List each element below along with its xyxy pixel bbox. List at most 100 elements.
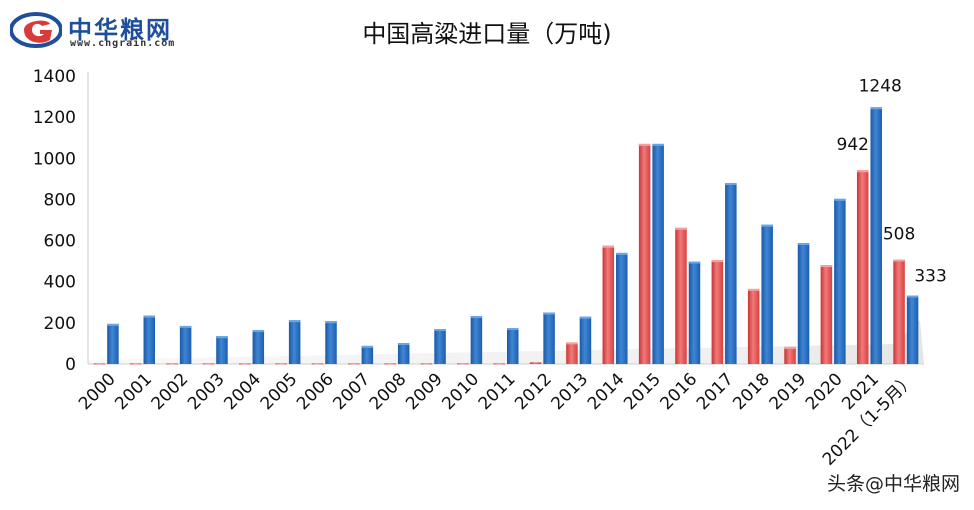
y-tick-label: 1200 [33,108,76,128]
bar [107,323,119,364]
x-tick-label: 2018 [729,369,774,414]
bar [434,329,446,364]
x-tick-label: 2013 [547,369,592,414]
bar-top [638,143,651,146]
bar [761,224,773,364]
bar [420,363,433,365]
x-tick-label: 2004 [220,369,265,414]
bar-top [602,245,615,248]
x-tick-label: 2002 [148,369,193,414]
bar-top [711,260,724,263]
bar [856,170,869,364]
bar-top [856,170,869,173]
bar [311,363,324,365]
x-tick-label: 2017 [693,369,738,414]
x-tick-label: 2010 [438,369,483,414]
bar [675,227,687,364]
bar [784,346,796,364]
bar-top [434,329,446,332]
bar [579,316,592,364]
x-tick-label: 2006 [293,369,338,414]
x-tick-label: 2007 [329,369,374,414]
data-label: 508 [883,224,915,244]
x-tick-label: 2005 [257,369,302,414]
bar-top [820,265,833,268]
y-tick-label: 0 [65,355,76,375]
y-tick-label: 200 [44,314,76,334]
y-tick-label: 800 [44,190,76,210]
bar-top [288,320,301,323]
data-label: 333 [914,266,946,286]
bar [688,261,701,364]
bar-top [870,107,882,110]
bar [166,363,178,365]
y-tick-label: 1400 [33,67,76,87]
bar [638,143,651,364]
bar-top [566,342,578,345]
x-tick-label: 2012 [511,369,556,414]
x-tick-label: 2015 [620,369,665,414]
bar [325,321,337,364]
x-tick-label: 2009 [402,369,447,414]
logo-url: www.cngrain.com [70,38,176,49]
bar [529,362,542,364]
bar-top [252,330,265,333]
bar [602,245,615,364]
x-tick-label: 2016 [657,369,702,414]
plot-area: 0200400600800100012001400200020012002200… [33,67,947,470]
y-tick-label: 600 [44,232,76,252]
bar-top [834,198,846,201]
bar [361,345,374,364]
cngrain-logo-icon [10,12,62,48]
bar [384,363,396,365]
bar-top [725,182,737,185]
bar [893,259,905,364]
bar-top [507,328,519,330]
bar-top [893,259,905,262]
bar [906,295,919,364]
y-tick-label: 400 [44,273,76,293]
bar-top [747,288,760,291]
bar [93,363,106,365]
x-tick-label: 2008 [366,369,411,414]
x-tick-label: 2014 [584,369,629,414]
bar-top [906,295,919,298]
bar [179,325,192,364]
bar [711,260,724,364]
x-tick-label: 2020 [802,369,847,414]
bar [397,343,410,364]
bar [652,143,664,364]
bar [470,316,483,364]
bar-top [688,261,701,264]
bar-top [616,252,628,255]
bar [348,363,360,365]
watermark: 头条@中华粮网 [826,473,960,495]
bar-top [579,316,592,319]
bar-top [797,243,810,246]
bar [797,243,810,364]
logo-text: 中华粮网 [68,16,172,44]
bar-top [397,343,410,346]
bar [275,363,287,365]
bar [143,315,156,364]
bar [130,363,142,365]
bar [820,265,833,364]
x-tick-label: 2003 [184,369,229,414]
chart-title: 中国高粱进口量（万吨) [362,20,612,48]
bar [202,363,215,365]
bar [725,182,737,364]
bar-top [107,323,119,326]
bar-top [325,321,337,324]
bar-top [143,315,156,318]
bar [834,198,846,364]
bar-top [470,316,483,319]
bar [566,342,578,364]
bar [507,328,519,364]
bar [747,288,760,364]
logo: 中华粮网 www.cngrain.com [10,8,230,52]
x-tick-label: 2000 [75,369,120,414]
data-label: 942 [837,135,869,155]
bar-top [761,224,773,227]
x-tick-label: 2001 [111,369,156,414]
